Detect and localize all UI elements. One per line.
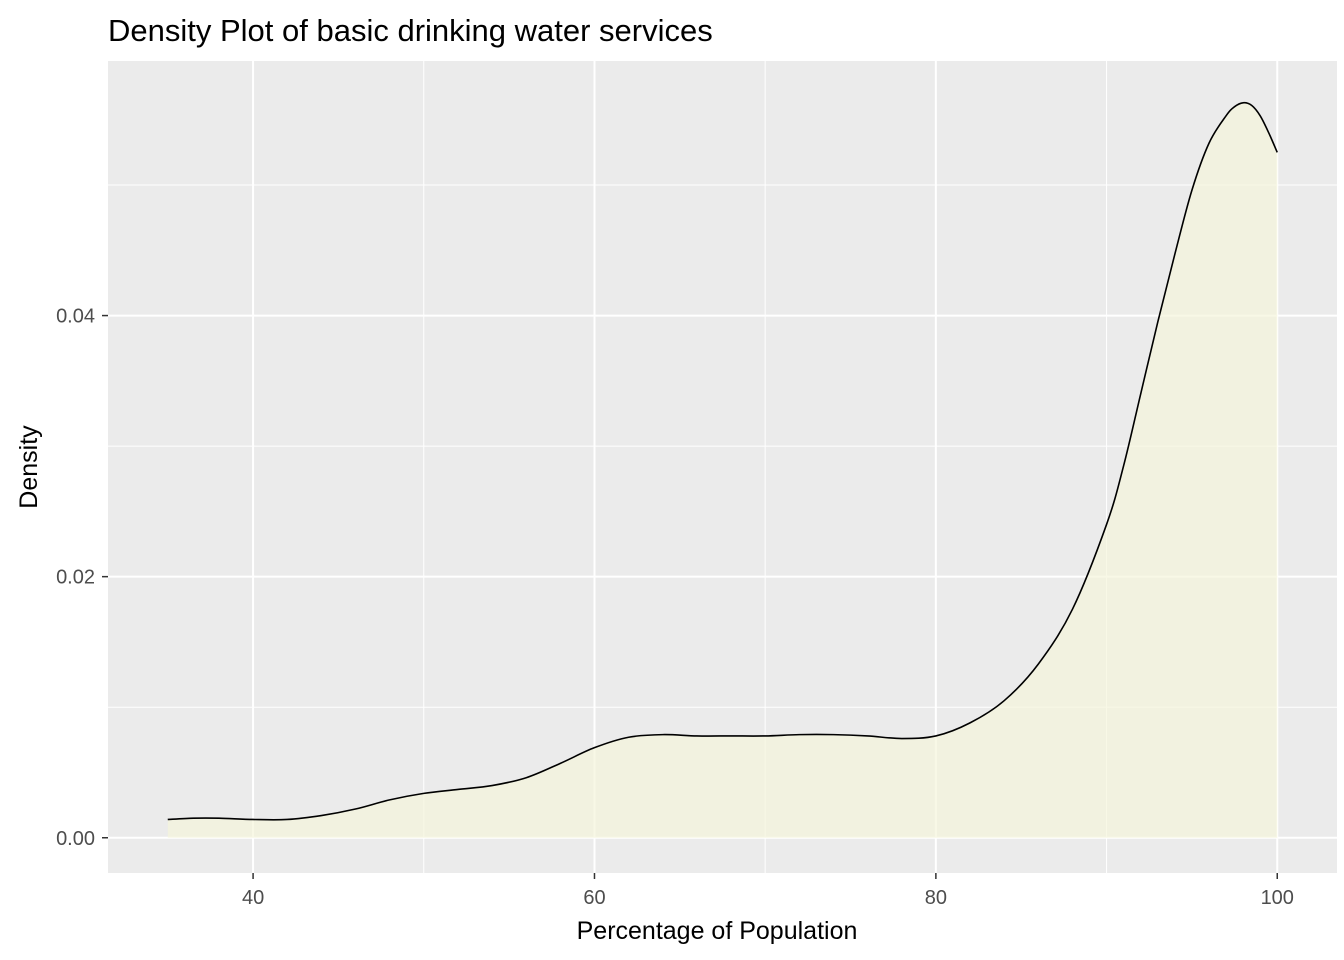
- x-tick-label: 40: [242, 887, 264, 909]
- density-area: [167, 102, 1278, 838]
- density-line: [167, 101, 1278, 821]
- x-tick-label: 60: [583, 887, 605, 909]
- y-axis-title: Density: [15, 425, 43, 509]
- x-axis-title: Percentage of Population: [577, 917, 858, 945]
- y-axis: 0.00 0.02 0.04: [56, 306, 108, 850]
- chart-title: Density Plot of basic drinking water ser…: [108, 13, 713, 48]
- x-axis: 40 60 80 100: [242, 873, 1294, 909]
- y-tick-label: 0.00: [56, 828, 95, 850]
- x-tick-label: 80: [925, 887, 947, 909]
- minor-gridlines: [108, 61, 1337, 873]
- x-tick-label: 100: [1261, 887, 1294, 909]
- y-tick-label: 0.04: [56, 306, 95, 328]
- y-tick-label: 0.02: [56, 567, 95, 589]
